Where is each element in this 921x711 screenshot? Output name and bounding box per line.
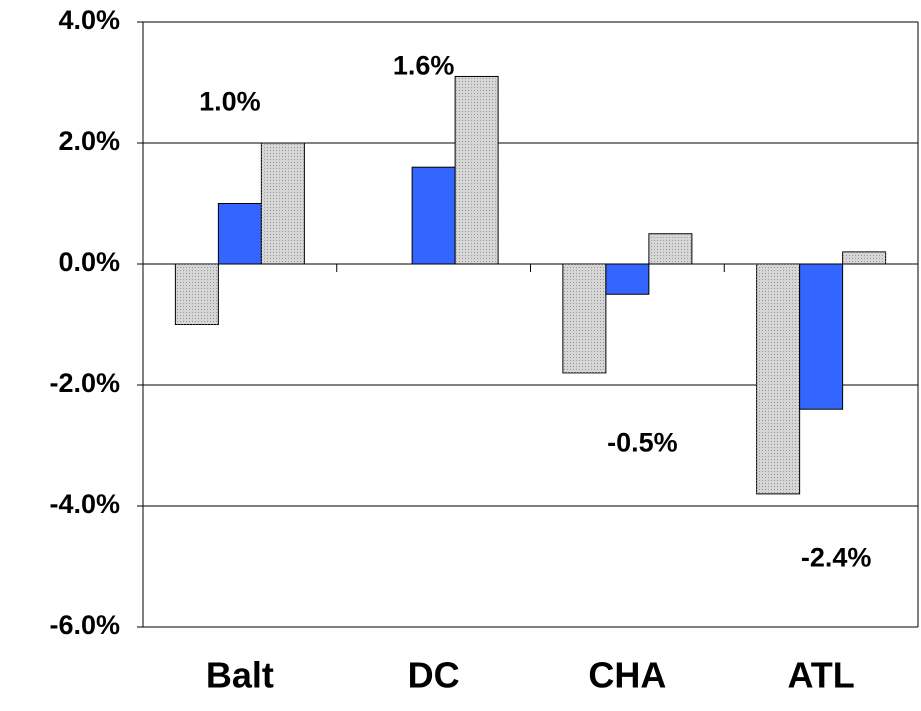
- bar: [756, 263, 801, 495]
- x-tick-label: DC: [408, 655, 460, 696]
- y-tick-label: 4.0%: [58, 5, 120, 35]
- x-tick-label: ATL: [787, 655, 854, 696]
- data-label: 1.0%: [199, 87, 261, 117]
- bar: [648, 233, 693, 265]
- y-tick-label: 2.0%: [58, 126, 120, 156]
- y-tick-label: 0.0%: [58, 247, 120, 277]
- bar: [562, 263, 607, 374]
- bar: [799, 263, 844, 410]
- data-label: 1.6%: [393, 50, 455, 80]
- bar: [174, 263, 219, 325]
- bar: [605, 263, 650, 295]
- bar: [217, 203, 262, 265]
- y-tick-label: -4.0%: [49, 489, 120, 519]
- bar: [260, 142, 305, 265]
- bar: [454, 75, 499, 265]
- bar: [411, 166, 456, 265]
- data-label: -0.5%: [607, 427, 678, 457]
- x-tick-label: Balt: [206, 655, 274, 696]
- y-tick-label: -6.0%: [49, 610, 120, 640]
- bar: [842, 251, 887, 265]
- data-label: -2.4%: [801, 542, 872, 572]
- y-tick-label: -2.0%: [49, 368, 120, 398]
- x-tick-label: CHA: [588, 655, 666, 696]
